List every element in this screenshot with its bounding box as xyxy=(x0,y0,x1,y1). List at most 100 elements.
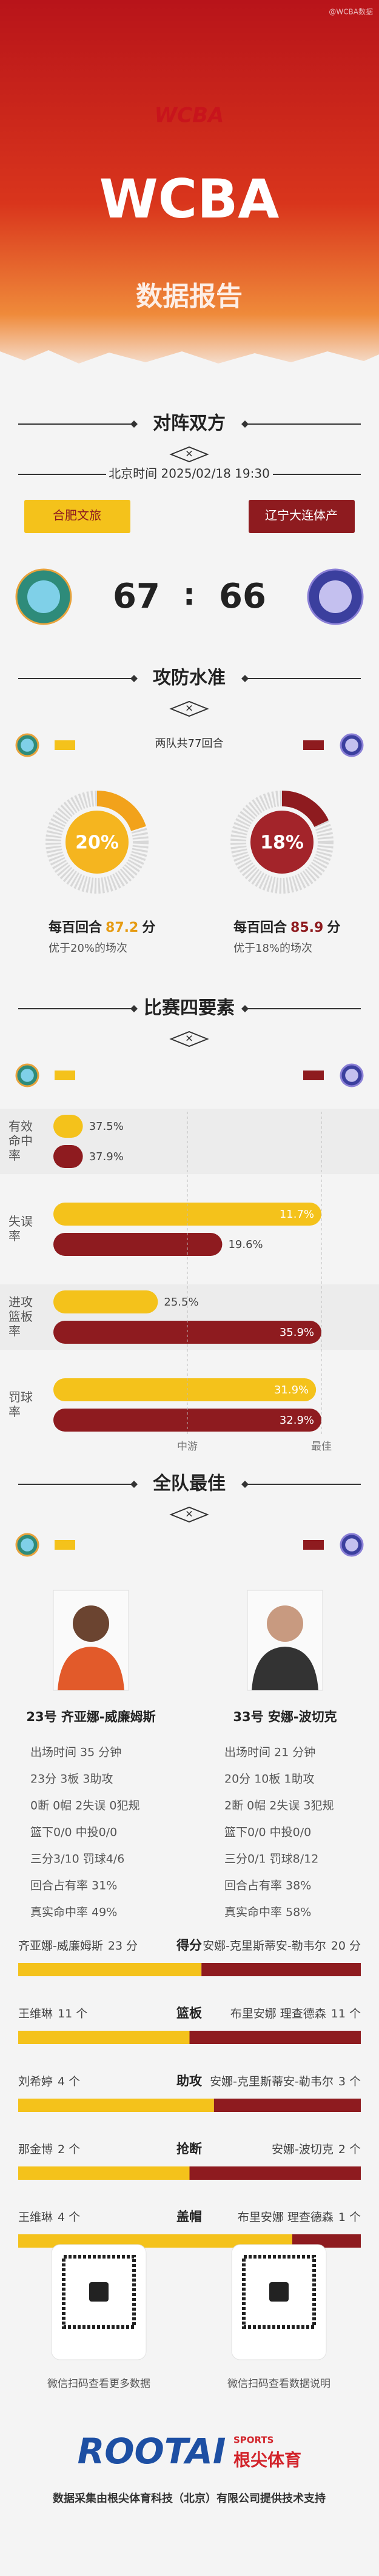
unit: 个 xyxy=(349,2211,361,2224)
note: 优于20%的场次 xyxy=(49,942,127,955)
qr-center xyxy=(89,2282,109,2302)
name: 刘希婷 xyxy=(18,2075,53,2088)
player-stat: 真实命中率 58% xyxy=(224,1906,311,1919)
factor-bar xyxy=(53,1115,83,1138)
brand-sports: SPORTS xyxy=(233,2435,273,2446)
icon: ✕ xyxy=(185,448,193,460)
name: 齐亚娜-威廉姆斯 xyxy=(18,1939,103,1953)
value: 20 xyxy=(331,1939,346,1953)
team-logo-inner xyxy=(345,739,358,752)
factor-value: 35.9% xyxy=(280,1326,314,1339)
leader-bar-away xyxy=(201,1963,361,1976)
factor-value: 32.9% xyxy=(280,1414,314,1427)
ornament xyxy=(169,700,209,717)
credit: 数据采集由根尖体育科技（北京）有限公司提供技术支持 xyxy=(53,2492,326,2505)
factor-value: 37.5% xyxy=(89,1120,124,1133)
torn-edge xyxy=(0,350,379,388)
name: 安娜-波切克 xyxy=(272,2143,334,2156)
player-stat: 23分 3板 3助攻 xyxy=(30,1773,113,1786)
team-box xyxy=(24,500,130,533)
leader-bar-away xyxy=(189,2166,361,2180)
home-leader: 王维琳 11 个 xyxy=(18,2007,87,2020)
team-logo-inner xyxy=(21,1538,34,1552)
leader-bar-home xyxy=(18,2166,190,2180)
name: 王维琳 xyxy=(18,2211,53,2224)
factor-value: 11.7% xyxy=(280,1208,314,1221)
factor-value: 19.6% xyxy=(228,1238,263,1251)
player-stat: 出场时间 35 分钟 xyxy=(30,1746,121,1759)
factor-bar xyxy=(53,1409,321,1432)
team-logo-inner xyxy=(21,1069,34,1082)
unit: 个 xyxy=(69,2143,80,2156)
points-per-100: 每百回合 87.2 分 xyxy=(49,920,155,935)
subtitle: 数据报告 xyxy=(136,281,243,312)
legend-swatch xyxy=(303,1540,324,1550)
qr-code xyxy=(242,2255,316,2329)
value: 4 xyxy=(58,2211,65,2224)
match-time: 北京时间 2025/02/18 19:30 xyxy=(109,466,270,481)
factor-value: 37.9% xyxy=(89,1150,124,1163)
ring-core xyxy=(250,811,314,874)
value: 4 xyxy=(58,2075,65,2088)
factor-bar xyxy=(53,1233,223,1256)
factor-name: 进攻篮板率 xyxy=(8,1295,33,1338)
player-head xyxy=(267,1605,303,1642)
ornament xyxy=(169,1031,209,1047)
note: 优于18%的场次 xyxy=(233,942,312,955)
factor-bar xyxy=(53,1145,83,1168)
value: 2 xyxy=(338,2143,346,2156)
player-stat: 出场时间 21 分钟 xyxy=(224,1746,315,1759)
unit: 个 xyxy=(69,2075,80,2088)
team-logo-inner xyxy=(27,580,60,613)
leader-bar-home xyxy=(18,2031,190,2044)
title: WCBA xyxy=(99,168,280,230)
home-score: 67 xyxy=(113,577,160,616)
factor-name: 有效命中率 xyxy=(8,1119,33,1163)
ring-label: 20% xyxy=(75,832,119,854)
unit: 个 xyxy=(349,2007,361,2020)
player-head xyxy=(73,1605,109,1642)
qr-caption: 微信扫码查看数据说明 xyxy=(227,2378,330,2390)
name: 布里安娜 理查德森 xyxy=(238,2211,334,2224)
icon: ✕ xyxy=(185,1509,193,1520)
team-logo-inner xyxy=(345,1069,358,1082)
name: 王维琳 xyxy=(18,2007,53,2020)
possessions: 两队共77回合 xyxy=(155,737,224,750)
ring-label: 18% xyxy=(260,832,304,854)
team-logo-inner xyxy=(345,1538,358,1552)
score-separator: : xyxy=(183,577,195,612)
points: 87.2 xyxy=(106,920,138,935)
away-leader: 安娜-波切克 2 个 xyxy=(272,2143,361,2156)
away-leader: 布里安娜 理查德森 11 个 xyxy=(230,2007,361,2020)
player-stat: 真实命中率 49% xyxy=(30,1906,117,1919)
ornament xyxy=(169,446,209,463)
away-leader: 布里安娜 理查德森 1 个 xyxy=(238,2211,361,2224)
logo: WCBA xyxy=(155,104,224,128)
value: 2 xyxy=(58,2143,65,2156)
home-leader: 那金博 2 个 xyxy=(18,2143,80,2156)
name: 那金博 xyxy=(18,2143,53,2156)
player-stat: 三分0/1 罚球8/12 xyxy=(224,1853,318,1866)
header-band xyxy=(0,0,379,370)
player-stat: 2断 0帽 2失误 3犯规 xyxy=(224,1799,334,1813)
leader-stat: 篮板 xyxy=(176,2006,203,2020)
leader-stat: 抢断 xyxy=(176,2142,202,2156)
ring-core xyxy=(65,811,129,874)
value: 11 xyxy=(331,2007,346,2020)
away-team: 辽宁大连体产 xyxy=(265,508,338,523)
factor-value: 25.5% xyxy=(164,1296,198,1309)
away-leader: 安娜-克里斯蒂安-勒韦尔 20 分 xyxy=(203,1939,361,1953)
player-stat: 三分3/10 罚球4/6 xyxy=(30,1853,124,1866)
legend-swatch xyxy=(303,1071,324,1080)
unit: 个 xyxy=(349,2143,361,2156)
factor-name: 失误率 xyxy=(8,1214,33,1243)
player-stat: 回合占有率 31% xyxy=(30,1879,117,1893)
leader-bar-away xyxy=(213,2099,361,2112)
icon: ✕ xyxy=(185,703,193,714)
away-leader: 安娜-克里斯蒂安-勒韦尔 3 个 xyxy=(210,2075,361,2088)
ring-value xyxy=(230,791,334,894)
name: 安娜-克里斯蒂安-勒韦尔 xyxy=(203,1939,326,1953)
section-title: 比赛四要素 xyxy=(144,998,235,1019)
value: 11 xyxy=(58,2007,72,2020)
